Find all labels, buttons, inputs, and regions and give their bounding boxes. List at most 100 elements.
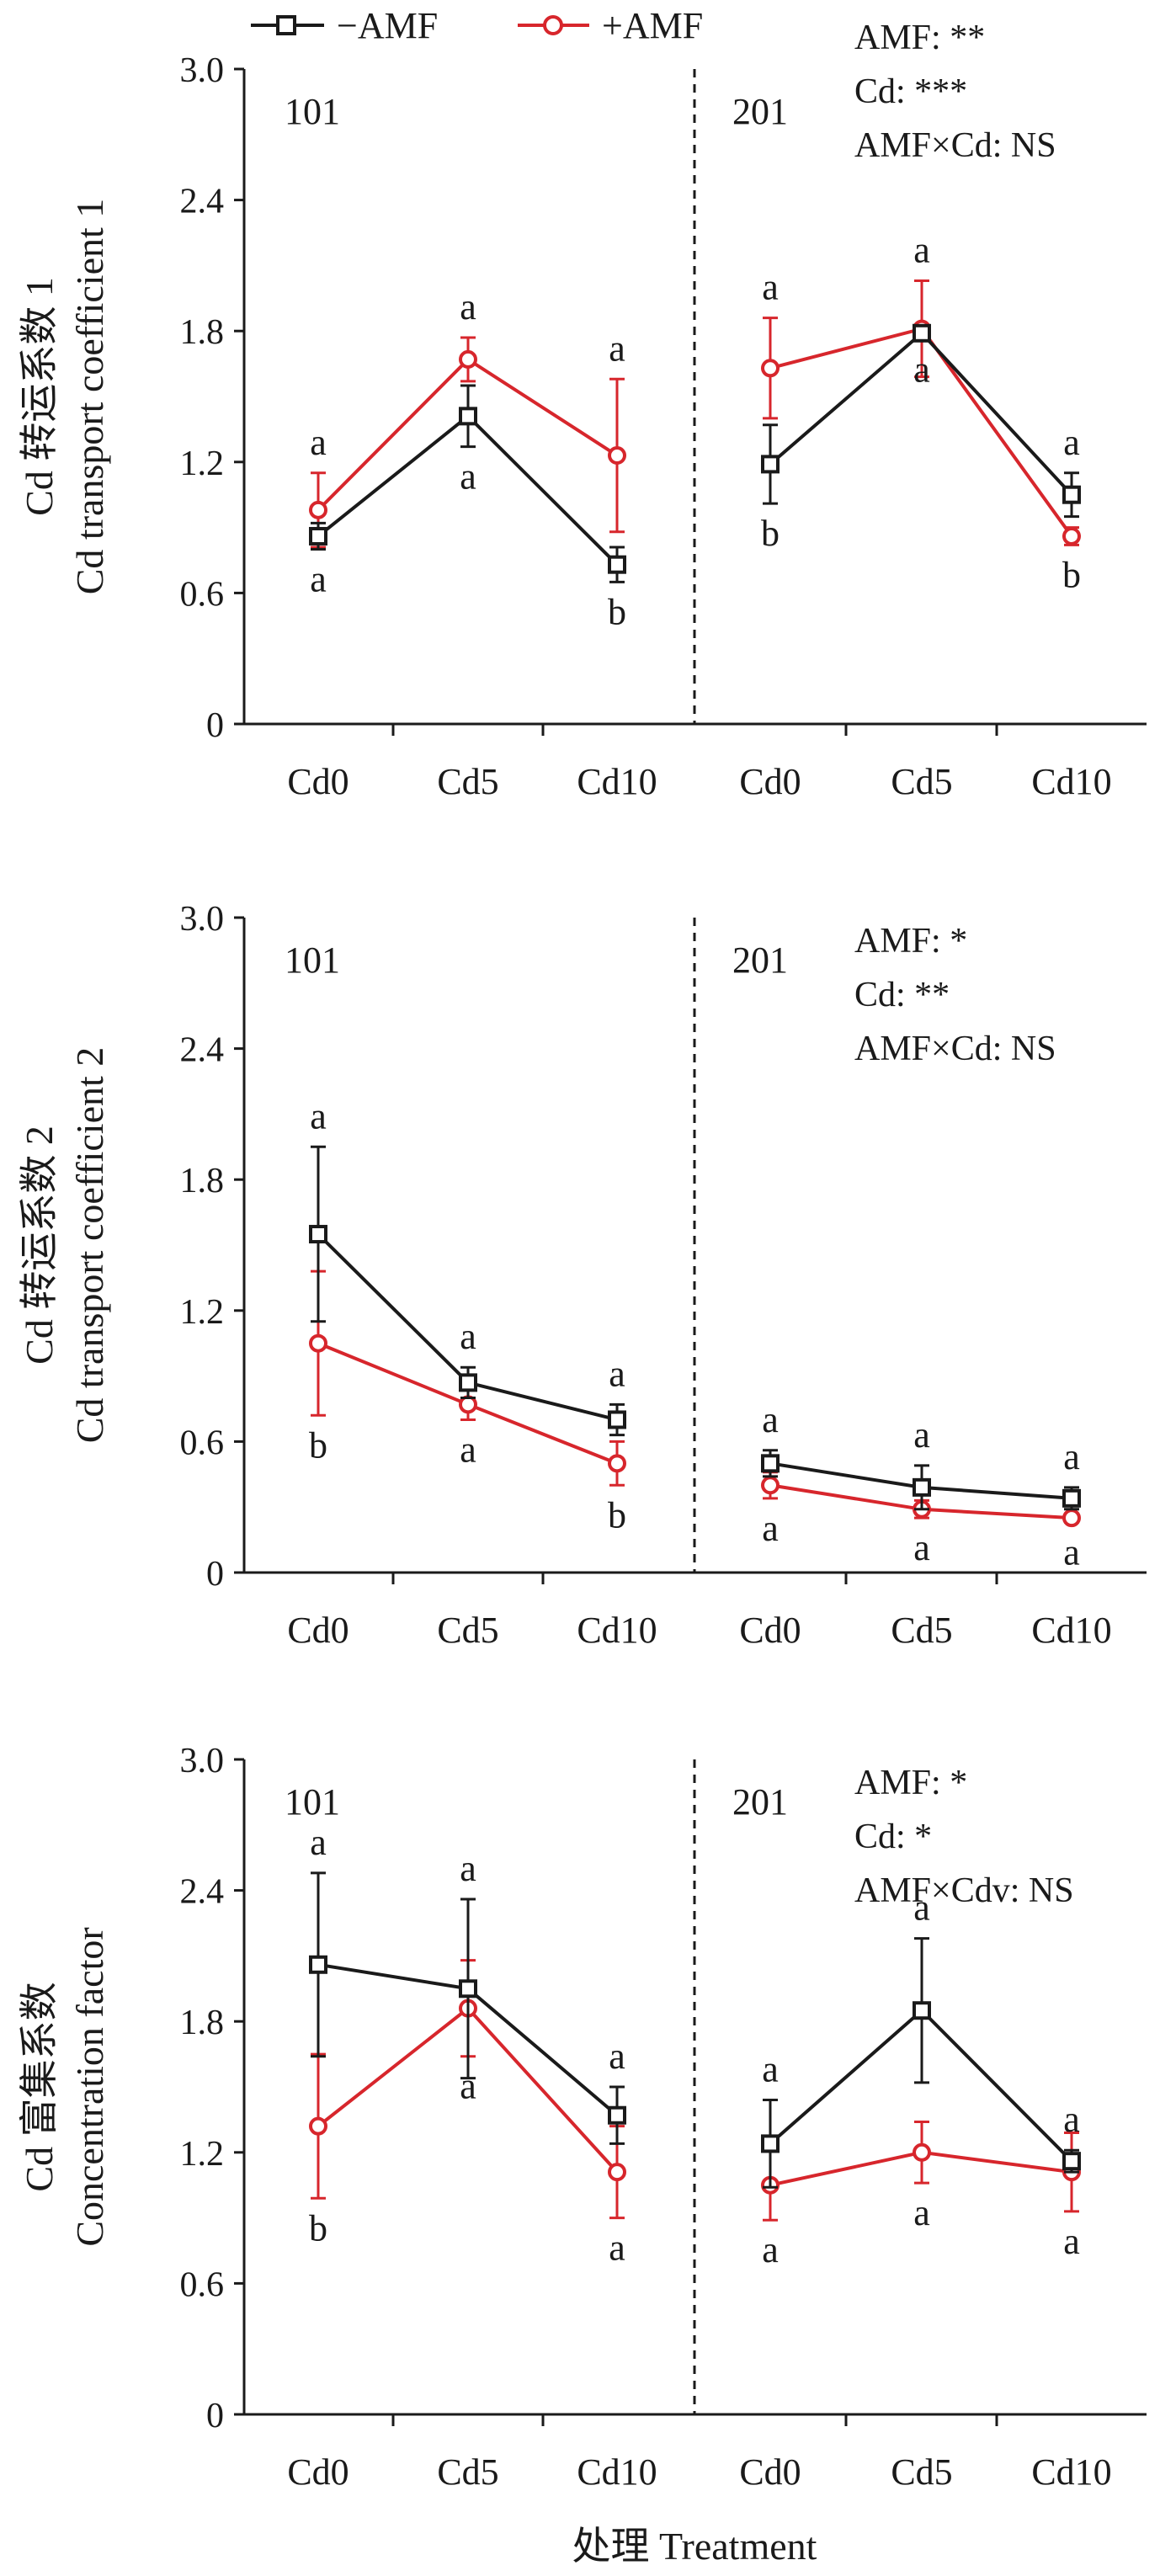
group-label-101: 101 [285,939,340,981]
y-tick-label: 3.0 [180,51,225,90]
significance-letter: a [609,1353,625,1394]
data-point [608,2163,626,2182]
y-tick-label: 1.8 [180,313,225,352]
significance-letter: a [460,1316,476,1357]
x-tick-label: Cd10 [577,1610,657,1651]
data-point [913,2142,931,2162]
stats-annotation: AMF×Cd: NS [854,1030,1056,1068]
x-tick-label: Cd0 [287,1610,349,1651]
data-point [1062,1509,1081,1528]
data-point [761,1476,780,1495]
y-axis-title-cn: Cd 转运系数 2 [18,1126,61,1365]
significance-letter: a [460,1429,476,1470]
y-tick-label: 1.8 [180,1162,225,1200]
significance-letter: b [608,591,626,632]
y-tick-label: 0.6 [180,2265,225,2304]
significance-letter: a [762,1399,779,1440]
data-point [309,1955,327,1974]
significance-letter: a [913,1887,930,1929]
x-tick-label: Cd10 [577,761,657,802]
y-tick-label: 2.4 [180,1031,225,1070]
significance-letter: a [609,2036,625,2077]
significance-letter: b [1062,554,1081,595]
stats-annotation: AMF: * [854,1764,967,1802]
data-point [1062,2152,1081,2171]
legend-label-plus-amf: +AMF [602,5,703,46]
y-tick-label: 2.4 [180,183,225,221]
series-minus-amf [309,1871,1081,2189]
legend-marker-plus-amf [543,15,563,35]
significance-letter: a [762,1508,779,1549]
data-point [761,359,780,378]
data-point [913,323,931,343]
data-point [608,1410,626,1429]
series-minus-amf [309,1145,1081,1511]
significance-letter: a [310,559,327,600]
x-tick-label: Cd0 [739,1610,801,1651]
data-point [309,500,327,519]
stats-annotation: AMF×Cd: NS [854,126,1056,165]
data-point [608,2105,626,2125]
y-axis-title-cn: Cd 富集系数 [18,1982,61,2191]
data-point [608,1454,626,1473]
series-plus-amf [309,1959,1081,2222]
x-tick-label: Cd10 [577,2451,657,2493]
group-label-101: 101 [285,91,340,132]
x-tick-label: Cd0 [739,761,801,802]
legend: −AMF +AMF [251,5,703,46]
significance-letter: b [309,2207,327,2249]
significance-letter: a [460,456,476,498]
stats-annotation: Cd: * [854,1818,932,1856]
x-tick-label: Cd5 [437,2451,498,2493]
legend-marker-minus-amf [276,15,296,35]
group-label-201: 201 [732,939,788,981]
significance-letter: a [913,1527,930,1568]
y-tick-label: 0.6 [180,1424,225,1462]
x-tick-label: Cd5 [437,1610,498,1651]
data-point [309,1225,327,1244]
significance-letter: a [913,349,930,391]
data-point [309,2116,327,2136]
stats-annotation: Cd: ** [854,976,950,1014]
data-point [608,446,626,466]
y-tick-label: 0.6 [180,575,225,614]
data-point [913,1477,931,1497]
significance-letter: a [762,2049,779,2090]
y-tick-label: 1.8 [180,2004,225,2042]
x-tick-label: Cd5 [891,1610,952,1651]
x-tick-label: Cd0 [739,2451,801,2493]
stats-annotation: Cd: *** [854,72,967,111]
significance-letter: b [761,513,780,554]
chart-panel-2: 0 0.6 1.2 1.8 2.4 3.0 Cd0 Cd5 Cd10 Cd0 Cd5 Cd10 101 2… [18,900,1147,1651]
stats-annotation: AMF×Cdv: NS [854,1871,1074,1910]
significance-letter: a [1063,2099,1080,2140]
x-tick-label: Cd0 [287,761,349,802]
x-tick-label: Cd0 [287,2451,349,2493]
group-label-201: 201 [732,1781,788,1823]
y-axis-title-en: Cd transport coefficient 2 [68,1047,111,1444]
y-axis-title-cn: Cd 转运系数 1 [18,277,61,516]
series-plus-amf [309,279,1081,549]
data-point [1062,526,1081,546]
significance-letter: a [460,286,476,327]
legend-label-minus-amf: −AMF [337,5,438,46]
y-tick-label: 1.2 [180,1293,225,1332]
data-point [309,1333,327,1353]
stats-annotation: AMF: ** [854,19,985,57]
x-tick-label: Cd10 [1031,1610,1111,1651]
significance-letter: b [608,1494,626,1535]
significance-letter: a [762,2229,779,2270]
group-label-201: 201 [732,91,788,132]
significance-letter: a [1063,1531,1080,1573]
significance-letter: a [913,230,930,271]
significance-letter: b [309,1424,327,1466]
y-tick-label: 2.4 [180,1873,225,1912]
y-tick-label: 1.2 [180,444,225,483]
y-tick-label: 3.0 [180,900,225,939]
data-point [913,2001,931,2020]
x-tick-label: Cd10 [1031,761,1111,802]
significance-letter: a [460,2066,476,2107]
data-point [608,555,626,574]
data-point [761,1454,780,1473]
